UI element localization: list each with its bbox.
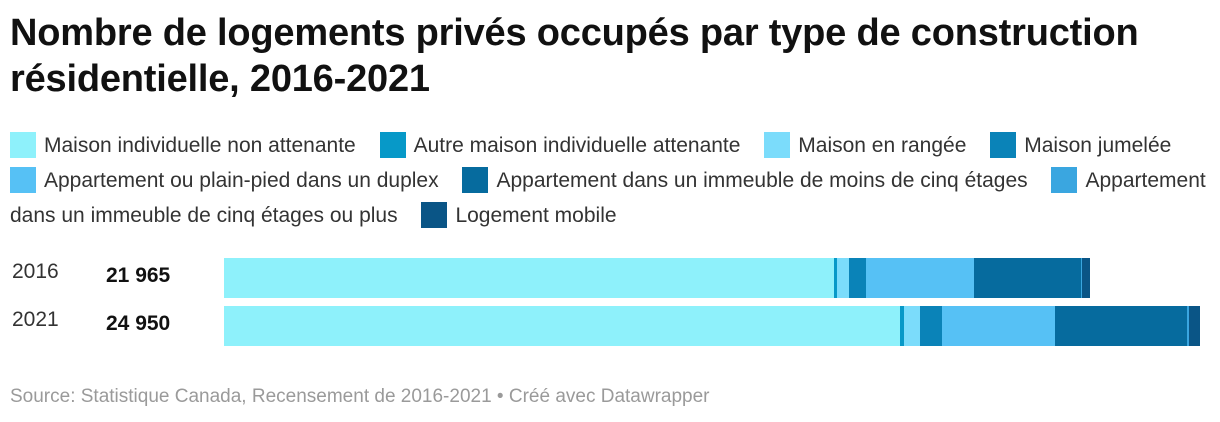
bar-segment[interactable] — [1054, 306, 1188, 346]
bar-segment[interactable] — [1189, 306, 1201, 346]
legend: Maison individuelle non attenante Autre … — [10, 128, 1215, 233]
category-label: 2021 — [12, 308, 59, 331]
legend-item: Logement mobile — [421, 202, 617, 228]
bar-segment[interactable] — [849, 258, 866, 298]
bar-segment[interactable] — [224, 306, 901, 346]
chart-title: Nombre de logements privés occupés par t… — [10, 12, 1139, 100]
legend-item: Appartement dans un immeuble de moins de… — [462, 167, 1028, 193]
legend-swatch — [10, 132, 36, 158]
legend-swatch — [421, 202, 448, 228]
bar-segment[interactable] — [224, 258, 834, 298]
legend-item: Maison individuelle non attenante — [10, 132, 356, 158]
bar-track — [224, 258, 1208, 298]
source-note: Source: Statistique Canada, Recensement … — [10, 386, 710, 407]
bar-row: 2016 21 965 — [10, 258, 1210, 298]
category-label: 2016 — [12, 260, 59, 283]
bar-segment[interactable] — [833, 258, 837, 298]
legend-label: Appartement dans un immeuble de cinq éta… — [10, 169, 1206, 227]
bar-segment[interactable] — [941, 306, 1055, 346]
bar-segment[interactable] — [903, 306, 921, 346]
bar-segment[interactable] — [1080, 258, 1083, 298]
legend-item: Appartement ou plain-pied dans un duplex — [10, 167, 439, 193]
total-label: 24 950 — [106, 312, 171, 335]
legend-item: Autre maison individuelle attenante — [379, 132, 741, 158]
legend-label: Logement mobile — [455, 204, 617, 227]
bar-segment[interactable] — [836, 258, 850, 298]
legend-label: Autre maison individuelle attenante — [413, 134, 741, 157]
legend-item: Maison en rangée — [764, 132, 967, 158]
legend-swatch — [764, 132, 791, 158]
legend-swatch — [10, 167, 36, 193]
legend-label: Appartement ou plain-pied dans un duplex — [44, 169, 439, 192]
legend-item: Maison jumelée — [990, 132, 1172, 158]
legend-swatch — [379, 132, 406, 158]
bar-segment[interactable] — [1187, 306, 1190, 346]
legend-label: Maison en rangée — [798, 134, 967, 157]
legend-swatch — [1051, 167, 1078, 193]
bar-row: 2021 24 950 — [10, 306, 1210, 346]
legend-label: Maison jumelée — [1024, 134, 1172, 157]
legend-swatch — [462, 167, 489, 193]
legend-swatch — [990, 132, 1017, 158]
bar-segment[interactable] — [1082, 258, 1091, 298]
legend-label: Appartement dans un immeuble de moins de… — [496, 169, 1028, 192]
bar-segment[interactable] — [865, 258, 975, 298]
legend-item: Appartement dans un immeuble de cinq éta… — [10, 167, 1206, 227]
legend-label: Maison individuelle non attenante — [44, 134, 356, 157]
bar-segment[interactable] — [974, 258, 1081, 298]
bar-segment[interactable] — [900, 306, 904, 346]
total-label: 21 965 — [106, 264, 171, 287]
bar-segment[interactable] — [920, 306, 942, 346]
bar-track — [224, 306, 1208, 346]
